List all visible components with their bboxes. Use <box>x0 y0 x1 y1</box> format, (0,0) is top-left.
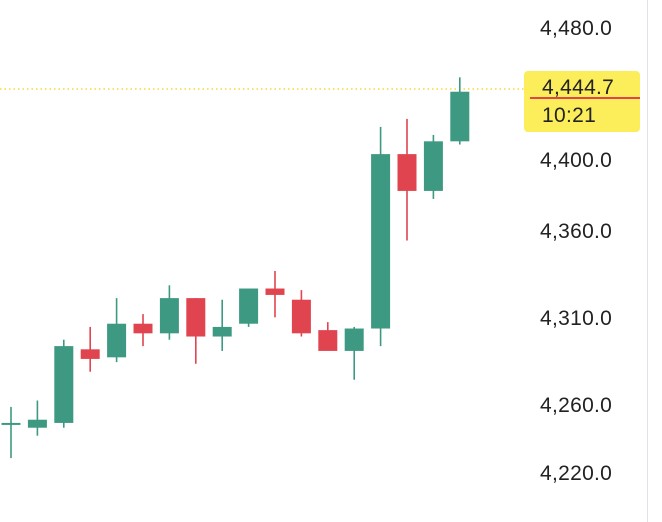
candle-body <box>397 154 417 191</box>
candle-body <box>318 330 338 351</box>
candle-body <box>371 154 391 329</box>
candle-body <box>133 323 153 334</box>
y-tick-label: 4,480.0 <box>540 17 613 40</box>
candle-body <box>344 328 364 351</box>
candle[interactable] <box>1 406 21 459</box>
candle-countdown-label: 10:21 <box>542 104 597 127</box>
candle[interactable] <box>423 134 443 199</box>
candle-body <box>450 91 470 142</box>
candle[interactable] <box>291 290 311 337</box>
candle-body <box>212 326 232 337</box>
current-price-label: 4,444.7 <box>542 76 615 99</box>
y-tick-label: 4,310.0 <box>540 307 613 330</box>
candle-body <box>54 346 74 423</box>
candle[interactable] <box>371 126 391 347</box>
candle[interactable] <box>239 288 259 327</box>
y-tick-label: 4,400.0 <box>540 149 613 172</box>
candle[interactable] <box>107 298 127 363</box>
candle[interactable] <box>80 326 100 372</box>
current-price-marker-line <box>530 97 640 99</box>
candle[interactable] <box>54 339 74 428</box>
candle-body <box>239 288 259 324</box>
candle[interactable] <box>212 299 232 351</box>
candle[interactable] <box>265 270 285 318</box>
candle[interactable] <box>133 314 153 347</box>
candle-body <box>186 298 206 337</box>
current-price-badge: 4,444.7 10:21 <box>524 71 640 132</box>
candle-body <box>27 419 47 428</box>
candle-body <box>107 323 127 358</box>
y-tick-label: 4,260.0 <box>540 394 613 417</box>
price-scale-border <box>647 0 648 522</box>
candle-body <box>291 299 311 334</box>
candle[interactable] <box>27 400 47 436</box>
candle[interactable] <box>450 77 470 145</box>
candle[interactable] <box>344 326 364 380</box>
candle-body <box>265 288 285 295</box>
candle[interactable] <box>186 298 206 364</box>
candle-body <box>1 422 21 425</box>
y-tick-label: 4,220.0 <box>540 462 613 485</box>
candle-body <box>159 298 179 334</box>
candle-body <box>423 141 443 191</box>
candle[interactable] <box>318 322 338 351</box>
candle[interactable] <box>159 285 179 340</box>
y-tick-label: 4,360.0 <box>540 220 613 243</box>
candle[interactable] <box>397 118 417 241</box>
candle-body <box>80 349 100 359</box>
